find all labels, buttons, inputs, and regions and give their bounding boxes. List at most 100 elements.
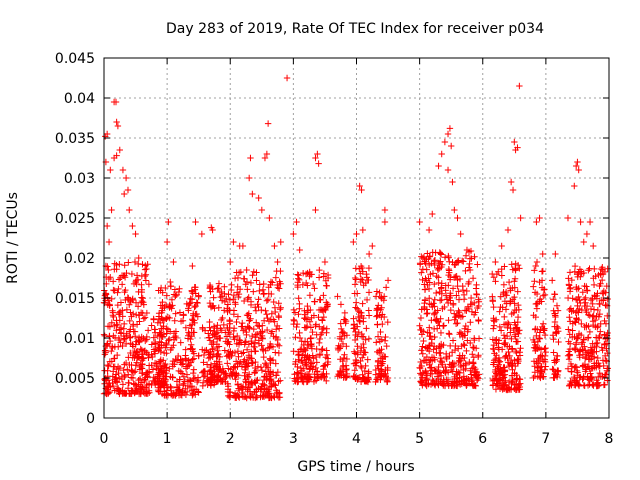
data-point: [283, 74, 291, 82]
data-point: [315, 160, 322, 167]
data-point: [495, 357, 502, 364]
data-point: [442, 363, 449, 371]
data-point: [461, 354, 468, 362]
data-point: [125, 354, 132, 361]
data-point: [200, 367, 208, 375]
data-point: [268, 380, 275, 387]
data-point: [420, 253, 428, 261]
data-point: [594, 354, 601, 362]
data-point: [200, 359, 207, 366]
data-point: [475, 302, 482, 310]
x-tick-label: 3: [289, 431, 298, 447]
data-point: [277, 377, 284, 384]
data-point: [313, 368, 321, 376]
data-point: [249, 190, 256, 198]
data-point: [604, 365, 611, 372]
data-point: [307, 359, 314, 366]
data-point: [145, 281, 153, 288]
data-point: [252, 394, 259, 402]
data-point: [501, 290, 509, 298]
data-point: [343, 372, 351, 380]
data-point: [498, 265, 505, 273]
data-point: [233, 318, 240, 326]
data-point: [504, 386, 512, 393]
data-point: [537, 352, 544, 359]
data-point: [596, 369, 603, 377]
data-point: [276, 278, 283, 285]
data-point: [517, 344, 524, 352]
data-point: [454, 282, 461, 290]
data-point: [214, 322, 221, 329]
data-point: [533, 290, 541, 298]
data-point: [260, 290, 268, 297]
data-point: [502, 339, 509, 347]
data-point: [459, 286, 467, 294]
data-point: [266, 376, 273, 384]
data-point: [234, 380, 241, 388]
data-point: [242, 338, 250, 345]
data-point: [302, 270, 310, 278]
data-point: [417, 358, 424, 366]
data-point: [362, 349, 369, 356]
data-point: [214, 285, 221, 292]
data-point: [247, 279, 255, 287]
data-point: [590, 306, 598, 313]
data-point: [420, 328, 427, 335]
data-point: [351, 336, 359, 344]
data-point: [294, 271, 301, 278]
data-point: [157, 365, 165, 372]
data-point: [272, 334, 280, 342]
data-point: [224, 340, 231, 347]
data-point: [207, 288, 214, 295]
data-point: [588, 346, 596, 353]
data-point: [273, 326, 280, 333]
data-point: [374, 333, 382, 340]
data-point: [122, 340, 130, 348]
data-point: [316, 350, 324, 358]
data-point: [363, 377, 370, 384]
data-point: [356, 182, 363, 190]
data-point: [447, 306, 454, 314]
data-point: [235, 293, 242, 301]
data-point: [215, 343, 223, 350]
data-point: [376, 289, 383, 296]
data-point: [115, 369, 122, 377]
data-point: [296, 300, 303, 308]
data-point: [141, 347, 149, 354]
data-point: [245, 352, 253, 359]
data-point: [377, 373, 385, 380]
data-point: [193, 299, 200, 306]
data-point: [245, 317, 253, 324]
data-point: [309, 328, 316, 336]
y-tick-label: 0.03: [64, 171, 95, 187]
data-point: [320, 366, 327, 373]
data-point: [111, 355, 118, 362]
data-point: [174, 352, 182, 360]
data-point: [163, 369, 170, 377]
data-point: [531, 278, 538, 285]
data-point: [220, 307, 228, 314]
data-point: [135, 353, 143, 360]
y-tick-label: 0.005: [55, 371, 95, 387]
data-point: [453, 379, 461, 387]
data-point: [101, 347, 109, 355]
data-point: [531, 372, 539, 380]
data-point: [580, 336, 587, 344]
data-point: [495, 368, 503, 375]
data-point: [424, 345, 432, 352]
data-point: [515, 355, 522, 363]
data-point: [111, 334, 119, 341]
data-point: [143, 265, 150, 273]
data-point: [457, 230, 464, 238]
data-point: [224, 301, 232, 308]
data-point: [552, 313, 559, 321]
x-tick-label: 7: [541, 431, 550, 447]
data-point: [157, 330, 164, 338]
data-point: [555, 338, 562, 346]
data-point: [183, 388, 191, 396]
data-point: [295, 271, 302, 279]
data-point: [258, 383, 265, 390]
data-point: [598, 296, 606, 304]
data-point: [164, 391, 172, 399]
data-point: [321, 258, 329, 266]
